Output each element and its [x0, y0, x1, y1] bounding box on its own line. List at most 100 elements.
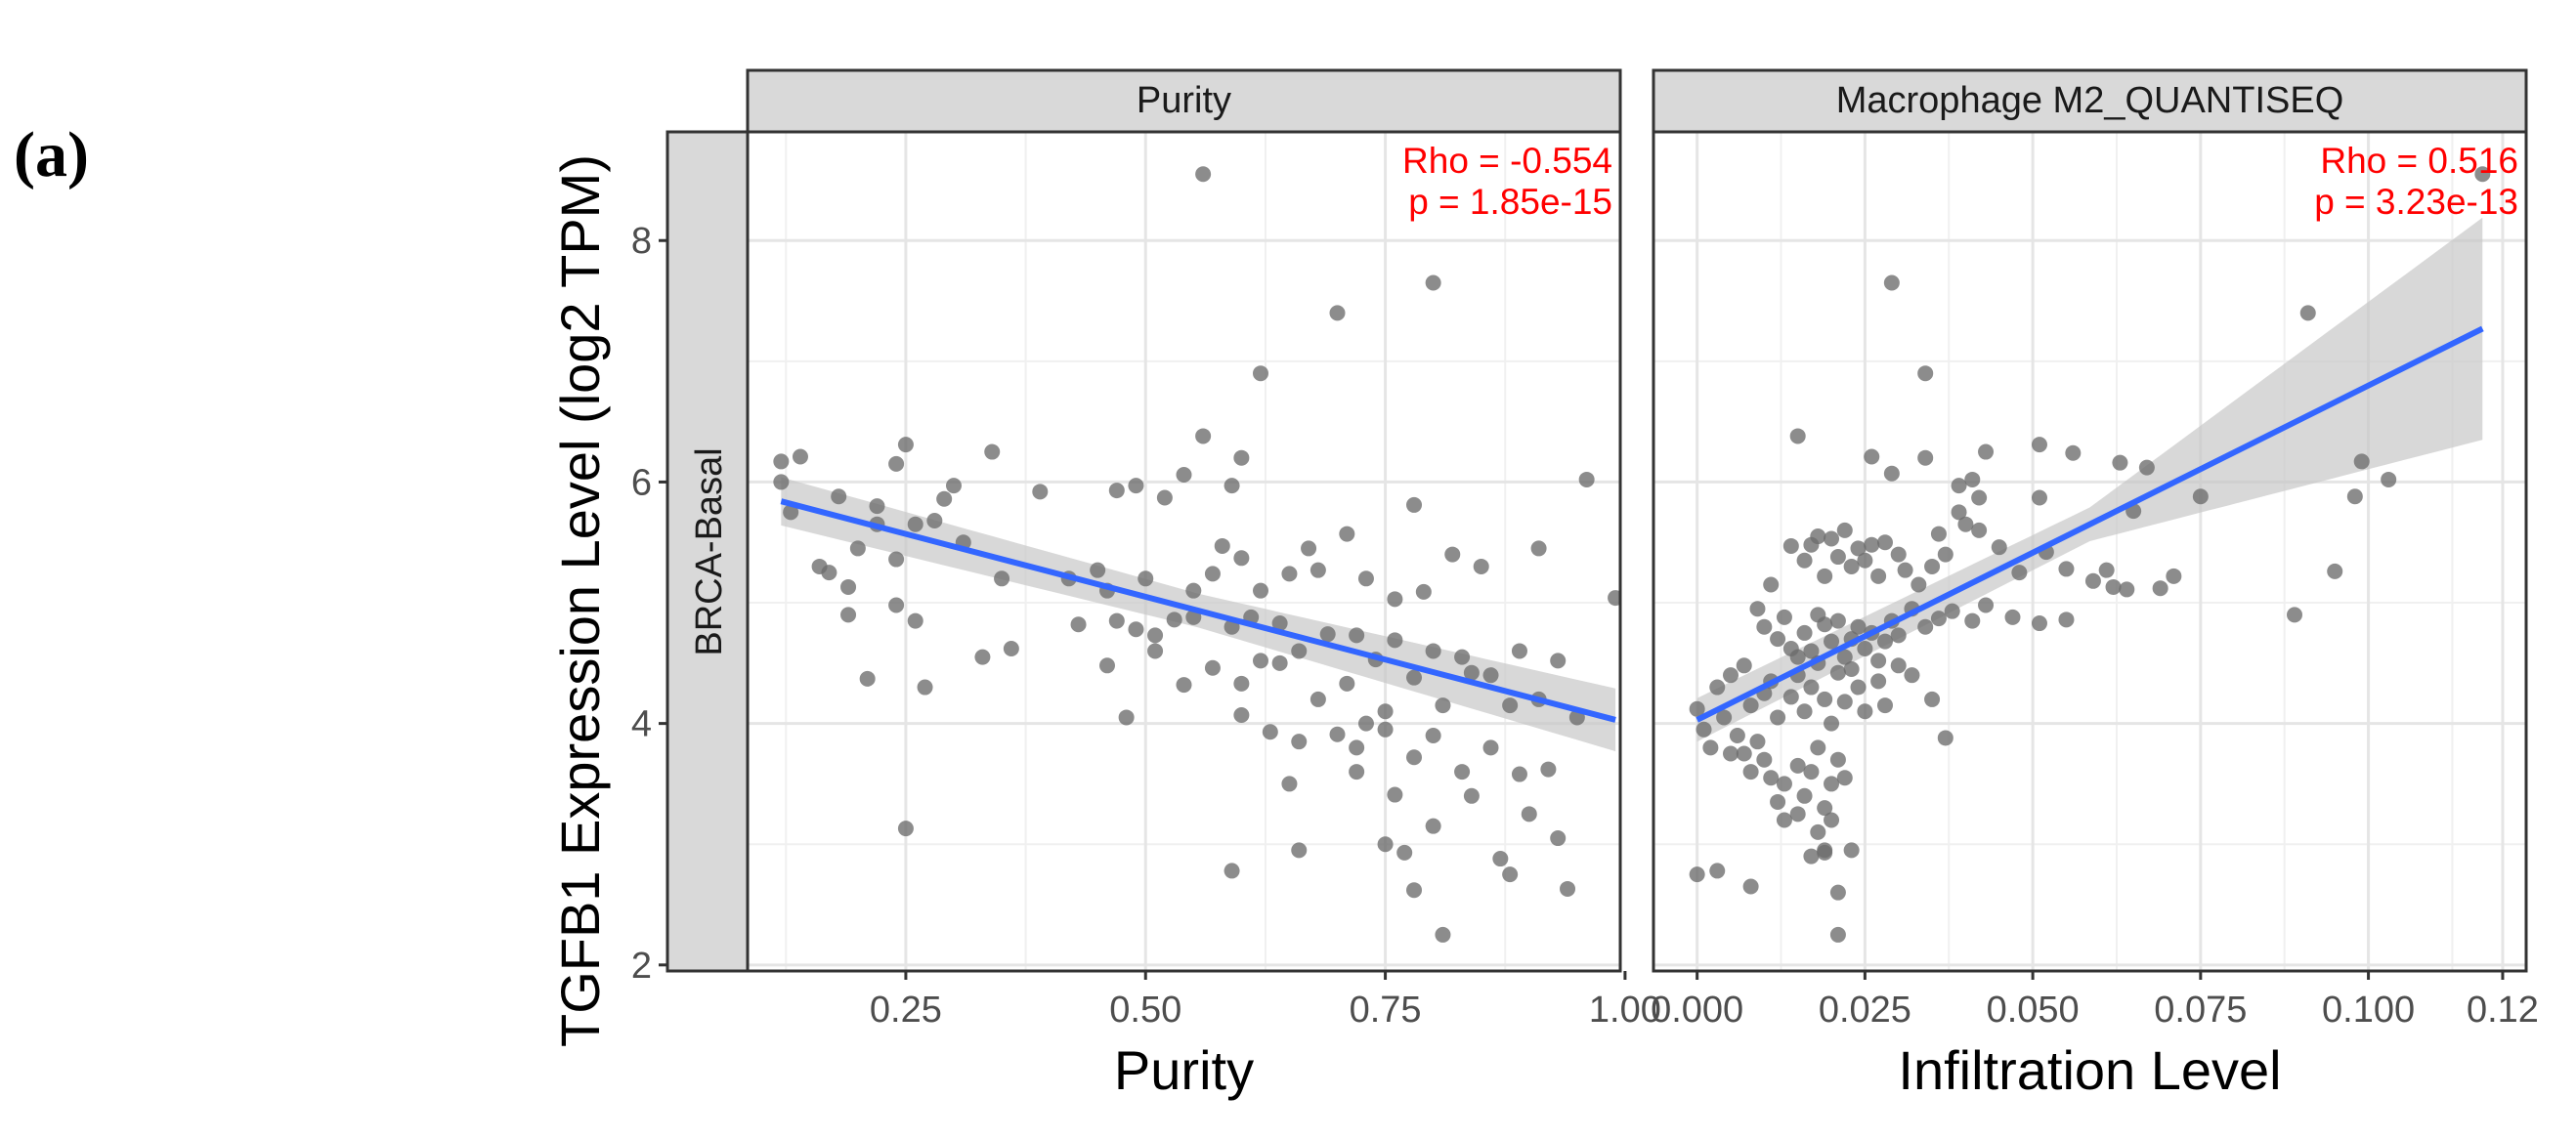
data-point	[2299, 305, 2316, 321]
data-point	[1454, 649, 1471, 665]
data-point	[1971, 489, 1988, 506]
data-point	[1957, 516, 1974, 532]
data-point	[1836, 770, 1853, 786]
data-point	[2058, 561, 2075, 577]
data-point	[2166, 568, 2182, 584]
data-point	[1930, 611, 1947, 627]
data-point	[1978, 597, 1995, 613]
data-point	[1870, 673, 1887, 690]
data-point	[1917, 449, 1934, 466]
data-point	[907, 612, 923, 629]
data-point	[1864, 536, 1880, 553]
y-tick-label: 4	[631, 704, 652, 745]
data-point	[2138, 459, 2155, 476]
data-point	[2287, 607, 2303, 623]
data-point	[1406, 882, 1423, 899]
data-point	[1387, 632, 1403, 649]
data-point	[1540, 761, 1557, 778]
y-tick-label: 8	[631, 221, 652, 262]
data-point	[1309, 562, 1326, 578]
data-point	[792, 448, 808, 465]
data-point	[1716, 709, 1733, 726]
data-point	[1176, 467, 1192, 484]
x-tick-label: 0.000	[1651, 990, 1743, 1031]
data-point	[1944, 603, 1960, 619]
rho-annotation-purity: Rho = -0.554	[1402, 141, 1612, 181]
data-point	[1796, 787, 1813, 804]
data-point	[1810, 528, 1826, 545]
data-point	[1425, 274, 1441, 291]
data-point	[1829, 664, 1846, 681]
data-point	[1803, 643, 1820, 659]
data-point	[1824, 812, 1840, 828]
x-tick-label: 0.025	[1819, 990, 1911, 1031]
strip-label-purity: Purity	[1137, 80, 1231, 121]
x-tick-label: 0.12	[2467, 990, 2539, 1031]
data-point	[831, 488, 847, 505]
row-strip-box	[665, 130, 750, 973]
data-point	[1829, 751, 1846, 768]
data-point	[1032, 484, 1049, 500]
data-point	[1396, 844, 1413, 861]
data-point	[1789, 649, 1806, 665]
data-point	[869, 498, 885, 515]
data-point	[1897, 562, 1913, 578]
data-point	[1224, 478, 1240, 494]
data-point	[1843, 661, 1860, 678]
data-point	[888, 551, 905, 568]
data-point	[1770, 793, 1786, 810]
data-point	[1387, 786, 1403, 803]
data-point	[1357, 715, 1374, 732]
data-point	[2474, 166, 2491, 183]
data-point	[1301, 540, 1317, 557]
panel-border-purity	[746, 130, 1622, 973]
data-point	[1924, 558, 1941, 574]
data-point	[1729, 727, 1745, 743]
data-point	[1978, 443, 1995, 460]
p-value-annotation-purity: p = 1.85e-15	[1408, 182, 1612, 222]
regression-line-macrophage	[1696, 325, 2484, 723]
data-point	[1377, 703, 1394, 720]
data-point	[1224, 863, 1240, 879]
data-point	[1883, 274, 1900, 291]
data-point	[1291, 734, 1308, 750]
y-tick-label: 2	[631, 946, 652, 987]
data-point	[2065, 444, 2082, 461]
data-point	[1530, 540, 1547, 557]
data-point	[1511, 766, 1527, 782]
data-point	[1003, 640, 1019, 656]
data-point	[1689, 866, 1705, 883]
data-point	[1147, 627, 1164, 644]
data-point	[1492, 851, 1509, 867]
data-point	[1233, 675, 1250, 692]
strip-label-macrophage: Macrophage M2_QUANTISEQ	[1836, 80, 2344, 121]
data-point	[1406, 496, 1423, 513]
data-point	[2381, 471, 2397, 487]
data-point	[1937, 730, 1953, 746]
data-point	[2011, 565, 2028, 581]
data-point	[1098, 657, 1115, 674]
data-point	[1789, 428, 1806, 444]
data-point	[1870, 568, 1887, 584]
data-point	[1829, 549, 1846, 566]
x-tick-label: 0.050	[1987, 990, 2080, 1031]
data-point	[1857, 640, 1873, 656]
data-point	[1876, 534, 1893, 551]
data-point	[1850, 540, 1867, 557]
data-point	[1349, 627, 1365, 644]
data-point	[1742, 764, 1759, 780]
data-point	[1810, 739, 1826, 756]
data-point	[1214, 537, 1230, 554]
data-point	[1339, 526, 1355, 542]
data-point	[926, 512, 943, 528]
data-point	[1435, 697, 1451, 714]
data-point	[1824, 715, 1840, 732]
data-point	[1817, 616, 1833, 633]
data-point	[1138, 570, 1154, 587]
data-point	[1253, 653, 1269, 669]
data-point	[859, 670, 876, 687]
data-point	[1776, 812, 1792, 828]
plot-area-macrophage	[1653, 132, 2526, 971]
data-point	[1776, 776, 1792, 792]
data-point	[1722, 745, 1739, 762]
